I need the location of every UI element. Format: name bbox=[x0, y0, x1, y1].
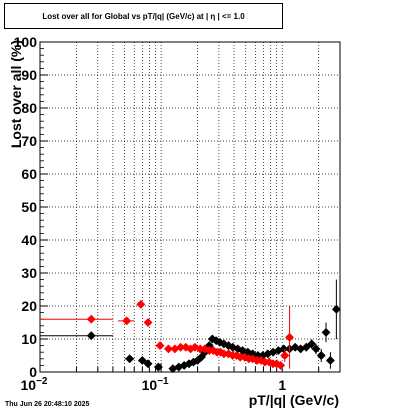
data-point bbox=[311, 344, 321, 354]
y-tick-label: 0 bbox=[29, 364, 37, 380]
data-point bbox=[331, 304, 341, 314]
x-tick-exponent: −1 bbox=[157, 376, 169, 387]
y-tick-label: 90 bbox=[21, 67, 37, 83]
data-point bbox=[136, 299, 146, 309]
data-point bbox=[316, 350, 326, 361]
data-point bbox=[143, 317, 153, 328]
y-tick-label: 100 bbox=[14, 34, 38, 50]
data-point bbox=[137, 355, 147, 366]
y-tick-label: 30 bbox=[21, 265, 37, 281]
y-tick-label: 20 bbox=[21, 298, 37, 314]
data-point bbox=[86, 331, 96, 341]
data-point bbox=[325, 355, 335, 366]
data-point bbox=[125, 354, 135, 364]
data-point bbox=[285, 332, 295, 342]
data-point bbox=[280, 350, 290, 361]
y-tick-label: 10 bbox=[21, 331, 37, 347]
series-1 bbox=[40, 299, 295, 370]
y-tick-label: 80 bbox=[21, 100, 37, 116]
x-tick-label: 10−1 bbox=[142, 376, 169, 393]
data-point bbox=[276, 360, 286, 370]
series-layer bbox=[40, 279, 341, 374]
data-point bbox=[181, 342, 191, 352]
x-tick-exponent: −2 bbox=[36, 376, 48, 387]
data-point bbox=[122, 316, 132, 326]
y-tick-label: 60 bbox=[21, 166, 37, 182]
title-box: Lost over all for Global vs pT/|q| (GeV/… bbox=[4, 3, 283, 29]
data-point bbox=[321, 327, 331, 337]
x-tick-label: 10−2 bbox=[21, 376, 48, 393]
data-point bbox=[86, 314, 96, 324]
grid bbox=[40, 42, 340, 372]
tick-labels: 0 10 20 30 40 50 60 70 80 90 100 10−2 10−1 1 bbox=[14, 34, 287, 393]
x-tick-label: 1 bbox=[278, 377, 286, 393]
y-tick-label: 70 bbox=[21, 133, 37, 149]
chart-title: Lost over all for Global vs pT/|q| (GeV/… bbox=[42, 11, 245, 21]
data-point bbox=[190, 342, 200, 352]
data-point bbox=[163, 344, 174, 354]
data-point bbox=[143, 359, 153, 369]
footer-timestamp: Thu Jun 26 20:48:10 2025 bbox=[5, 401, 90, 408]
y-tick-label: 50 bbox=[21, 199, 37, 215]
series-0 bbox=[40, 279, 341, 374]
x-axis-label: pT/|q| (GeV/c) bbox=[249, 392, 339, 408]
y-axis-label: Lost over all (%) bbox=[8, 40, 24, 148]
data-point bbox=[155, 341, 165, 351]
data-point bbox=[307, 339, 317, 349]
y-tick-label: 40 bbox=[21, 232, 37, 248]
data-point bbox=[153, 362, 163, 372]
